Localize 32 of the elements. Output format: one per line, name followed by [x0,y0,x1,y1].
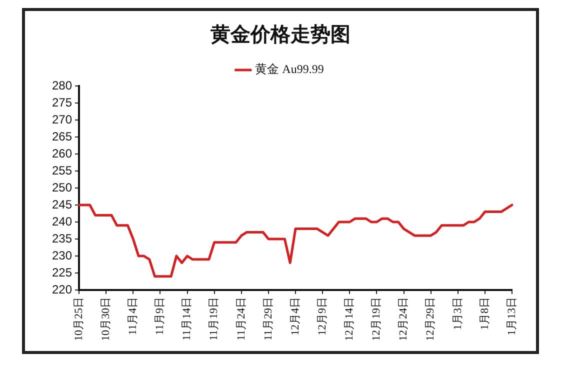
legend-label: 黄金 Au99.99 [255,62,324,76]
x-tick-label: 1月13日 [506,297,518,336]
x-tick-label: 12月24日 [398,297,410,341]
y-tick-label: 260 [52,146,72,160]
x-tick-label: 1月3日 [452,297,464,330]
y-tick-label: 265 [52,129,72,144]
y-tick-label: 235 [52,231,72,246]
x-tick-label: 1月8日 [478,297,491,330]
y-tick-label: 245 [52,197,72,212]
x-tick-label: 12月4日 [289,297,302,336]
y-tick-label: 280 [52,78,72,92]
x-tick-label: 11月9日 [154,297,166,336]
x-tick-label: 12月29日 [424,297,437,341]
x-tick-label: 12月14日 [344,297,356,341]
x-tick-label: 11月4日 [127,297,140,336]
x-tick-label: 11月24日 [235,297,248,341]
y-tick-label: 270 [52,112,72,126]
x-tick-label: 12月19日 [370,297,383,341]
y-tick-label: 230 [52,248,72,262]
y-tick-label: 240 [52,214,72,228]
x-tick-label: 11月19日 [208,297,220,341]
y-tick-label: 255 [52,163,72,178]
y-tick-label: 220 [52,282,72,296]
y-tick-label: 275 [52,95,72,110]
x-tick-label: 10月25日 [72,297,85,341]
x-tick-label: 11月14日 [181,297,194,341]
y-tick-label: 250 [52,180,72,194]
x-tick-label: 10月30日 [100,297,112,341]
chart-title: 黄金价格走势图 [210,24,350,46]
y-tick-label: 225 [52,265,72,280]
x-tick-label: 11月29日 [262,297,274,341]
x-tick-label: 12月9日 [316,297,328,336]
